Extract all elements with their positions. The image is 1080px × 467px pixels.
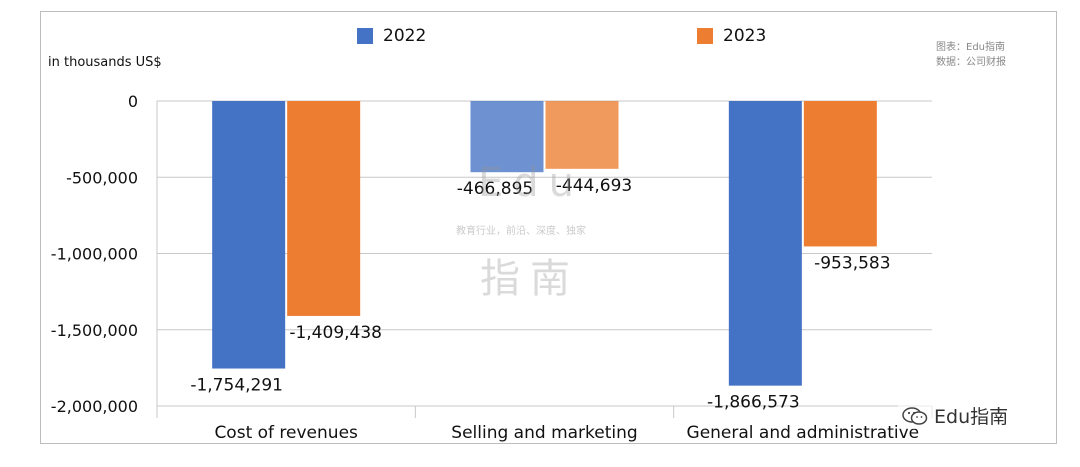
legend-label-2023: 2023 [723, 26, 767, 46]
watermark-tagline: 教育行业，前沿、深度、独家 [456, 226, 586, 237]
y-tick-label: 0 [128, 92, 138, 111]
x-category-label: Cost of revenues [214, 423, 358, 443]
chart-frame [40, 11, 1057, 444]
legend-label-2022: 2022 [383, 26, 427, 46]
y-tick-label: -1,000,000 [51, 245, 138, 264]
legend-swatch-2023 [697, 28, 713, 44]
y-tick-label: -2,000,000 [51, 397, 138, 416]
bar-2023 [287, 101, 361, 316]
legend-item-2023: 2023 [697, 24, 766, 48]
source-data-credit: 数据：公司财报 [936, 57, 1006, 68]
data-label-2023: -1,409,438 [289, 323, 382, 343]
watermark-zhinan: 指南 [480, 256, 580, 302]
data-label-2022: -1,866,573 [707, 393, 800, 413]
data-label-2023: -953,583 [814, 253, 890, 273]
y-axis-unit-label: in thousands US$ [48, 55, 162, 70]
stamp-text: Edu指南 [934, 406, 1009, 428]
watermark-edu: Edu [478, 160, 585, 206]
data-label-2022: -1,754,291 [190, 376, 283, 396]
wechat-stamp: Edu指南 [898, 402, 1013, 429]
wechat-icon [902, 406, 928, 425]
bar-2022 [728, 101, 802, 386]
legend-item-2022: 2022 [357, 24, 426, 48]
source-chart-credit: 图表：Edu指南 [936, 42, 1006, 53]
legend-swatch-2022 [357, 28, 373, 44]
x-category-label: Selling and marketing [451, 423, 637, 443]
data-label-2022: -466,895 [457, 179, 533, 199]
x-category-label: General and administrative [687, 423, 920, 443]
data-label-2023: -444,693 [556, 176, 632, 196]
bar-2023 [545, 101, 619, 169]
bar-2023 [803, 101, 877, 247]
y-tick-label: -1,500,000 [51, 321, 138, 340]
y-tick-label: -500,000 [66, 168, 138, 187]
bar-2022 [470, 101, 544, 173]
bar-2022 [212, 101, 286, 369]
